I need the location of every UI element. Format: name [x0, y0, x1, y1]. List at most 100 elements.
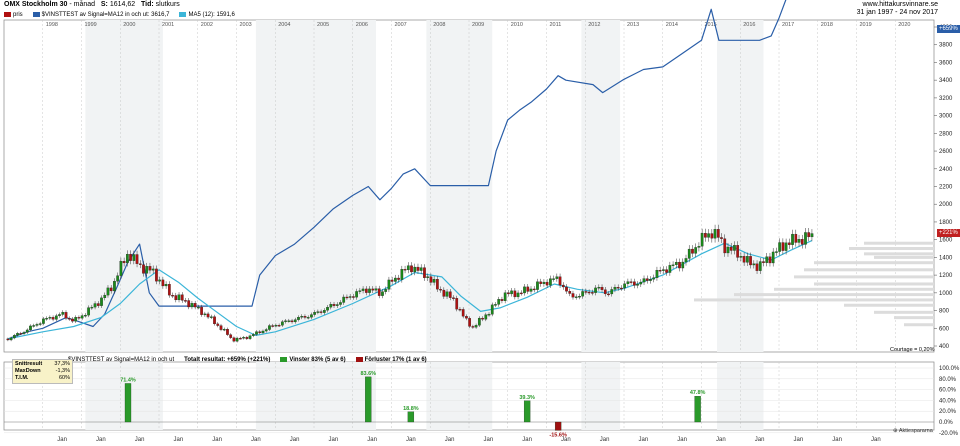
- price-candle: [29, 326, 31, 330]
- losses-swatch: [356, 357, 363, 362]
- price-candle: [491, 305, 493, 314]
- month-tick-label: Jan: [135, 437, 145, 443]
- price-candle: [717, 229, 719, 237]
- price-candle: [184, 300, 186, 301]
- legend-price: pris: [4, 12, 23, 18]
- price-candle: [778, 243, 780, 252]
- year-tick-label: 2002: [201, 22, 213, 28]
- price-candle: [265, 330, 267, 332]
- lower-y-tick-label: 20.0%: [939, 409, 957, 415]
- price-candle: [439, 289, 441, 290]
- price-candle: [220, 326, 222, 330]
- price-candle: [682, 262, 684, 268]
- year-tick-label: 1999: [85, 22, 97, 28]
- month-tick-label: Jan: [639, 437, 649, 443]
- strategy-swatch: [33, 12, 40, 17]
- price-candle: [26, 330, 28, 332]
- price-candle: [10, 338, 12, 340]
- price-candle: [255, 332, 257, 335]
- month-tick-label: Jan: [174, 437, 184, 443]
- price-candle: [317, 312, 319, 313]
- year-tick-label: 2011: [550, 22, 562, 28]
- price-return-badge: +221%: [937, 229, 960, 237]
- price-candle: [665, 270, 667, 273]
- lower-legend-losses: Förluster 17% (1 av 6): [356, 357, 427, 363]
- price-candle: [753, 264, 755, 265]
- year-tick-label: 2018: [821, 22, 833, 28]
- price-candle: [417, 267, 419, 270]
- price-candle: [623, 284, 625, 288]
- trade-result-bar: [695, 396, 701, 422]
- price-candle: [791, 234, 793, 245]
- price-candle: [171, 295, 173, 296]
- price-candle: [727, 247, 729, 253]
- price-candle: [65, 312, 67, 318]
- price-candle: [569, 291, 571, 293]
- wins-swatch: [280, 357, 287, 362]
- price-candle: [126, 254, 128, 263]
- price-candle: [217, 324, 219, 326]
- time-label: Tid:: [141, 1, 154, 8]
- stats-box: Snittresult 37,3% MaxDown -1,3% T.I.M. 60%: [12, 359, 73, 384]
- price-candle: [207, 314, 209, 317]
- trade-result-label: 83.6%: [360, 371, 376, 377]
- price-candle: [271, 326, 273, 327]
- date-range-label: 31 jan 1997 - 24 nov 2017: [857, 9, 938, 16]
- price-candle: [181, 295, 183, 301]
- instrument-title: OMX Stockholm 30: [4, 1, 67, 8]
- price-candle: [407, 266, 409, 270]
- shaded-period: [85, 20, 163, 352]
- price-candle: [711, 234, 713, 239]
- price-distribution-bar: [849, 247, 934, 250]
- stat-row: T.I.M. 60%: [15, 375, 70, 382]
- price-candle: [394, 278, 396, 281]
- y-tick-label: 1400: [939, 255, 953, 261]
- year-tick-label: 1998: [46, 22, 58, 28]
- price-candle: [120, 261, 122, 275]
- price-candle: [313, 312, 315, 314]
- month-tick-label: Jan: [755, 437, 765, 443]
- price-candle: [81, 316, 83, 319]
- lower-y-tick-label: 100.0%: [939, 366, 960, 372]
- price-candle: [468, 318, 470, 326]
- price-candle: [539, 282, 541, 284]
- year-tick-label: 2017: [782, 22, 794, 28]
- price-candle: [536, 282, 538, 290]
- price-candle: [756, 264, 758, 271]
- price-candle: [226, 329, 228, 334]
- price-candle: [795, 234, 797, 242]
- year-tick-label: 2010: [511, 22, 523, 28]
- price-candle: [381, 292, 383, 296]
- price-candle: [23, 332, 25, 333]
- price-candle: [62, 312, 64, 314]
- price-candle: [746, 256, 748, 262]
- price-candle: [343, 297, 345, 302]
- price-candle: [233, 338, 235, 342]
- year-tick-label: 2004: [278, 22, 290, 28]
- price-candle: [291, 321, 293, 322]
- website-label: www.hittakursvinnare.se: [857, 1, 938, 8]
- watermark: ⊕ Aktiespararna: [893, 428, 933, 434]
- price-candle: [58, 314, 60, 315]
- price-candle: [446, 292, 448, 297]
- price-candle: [740, 256, 742, 257]
- price-candle: [523, 287, 525, 293]
- price-candle: [701, 233, 703, 246]
- price-candle: [514, 291, 516, 297]
- price-candle: [297, 317, 299, 319]
- price-candle: [149, 266, 151, 270]
- price-candle: [375, 289, 377, 291]
- price-candle: [78, 317, 80, 318]
- year-tick-label: 2000: [123, 22, 135, 28]
- price-candle: [278, 325, 280, 326]
- year-tick-label: 2020: [898, 22, 910, 28]
- lower-y-tick-label: 40.0%: [939, 398, 957, 404]
- price-candle: [139, 264, 141, 265]
- price-candle: [74, 317, 76, 321]
- price-candle: [643, 279, 645, 282]
- price-distribution-bar: [814, 261, 934, 264]
- trade-result-bar: [555, 422, 561, 430]
- price-candle: [168, 284, 170, 295]
- price-candle: [420, 268, 422, 271]
- price-candle: [456, 298, 458, 309]
